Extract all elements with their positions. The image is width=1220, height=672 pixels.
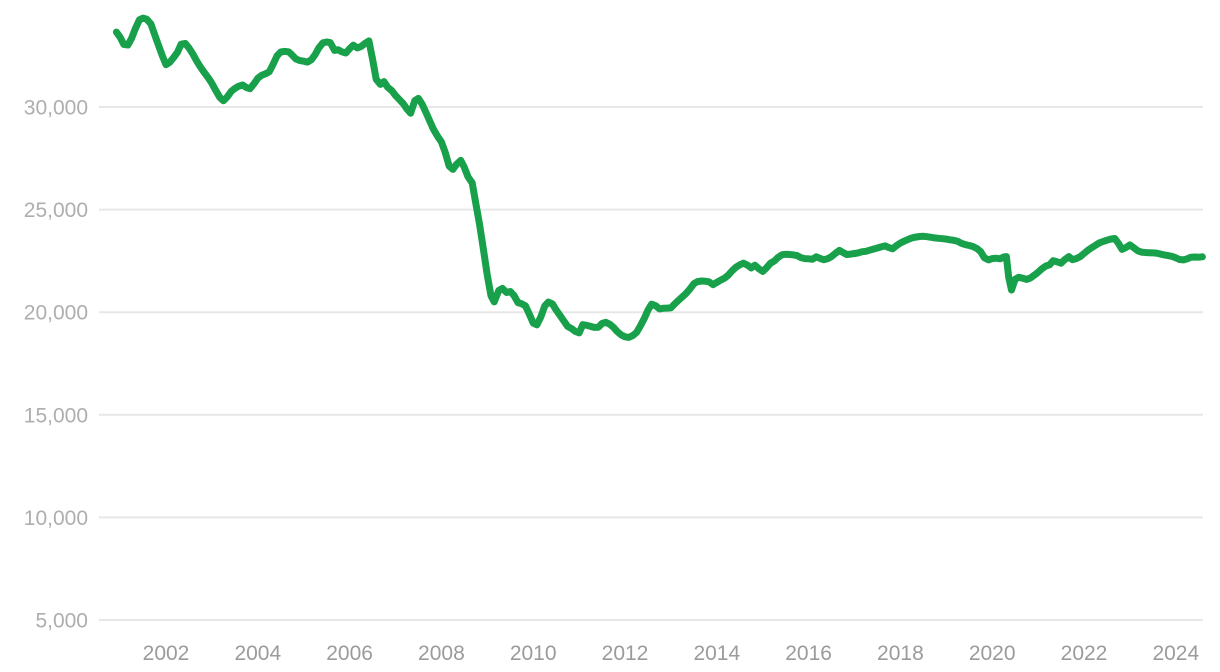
y-tick-label: 5,000	[35, 610, 88, 633]
x-tick-label: 2024	[1152, 642, 1199, 665]
x-tick-label: 2012	[602, 642, 649, 665]
x-tick-label: 2006	[326, 642, 373, 665]
x-tick-label: 2008	[418, 642, 465, 665]
y-tick-label: 30,000	[24, 97, 88, 120]
x-tick-label: 2020	[969, 642, 1016, 665]
x-tick-label: 2018	[877, 642, 924, 665]
x-tick-label: 2004	[234, 642, 281, 665]
y-tick-label: 20,000	[24, 302, 88, 325]
x-tick-label: 2010	[510, 642, 557, 665]
y-tick-label: 25,000	[24, 199, 88, 222]
x-tick-label: 2014	[693, 642, 740, 665]
y-tick-label: 10,000	[24, 507, 88, 530]
y-tick-label: 15,000	[24, 404, 88, 427]
data-line	[112, 14, 1206, 341]
x-tick-label: 2002	[143, 642, 190, 665]
x-tick-label: 2022	[1061, 642, 1108, 665]
x-tick-label: 2016	[785, 642, 832, 665]
